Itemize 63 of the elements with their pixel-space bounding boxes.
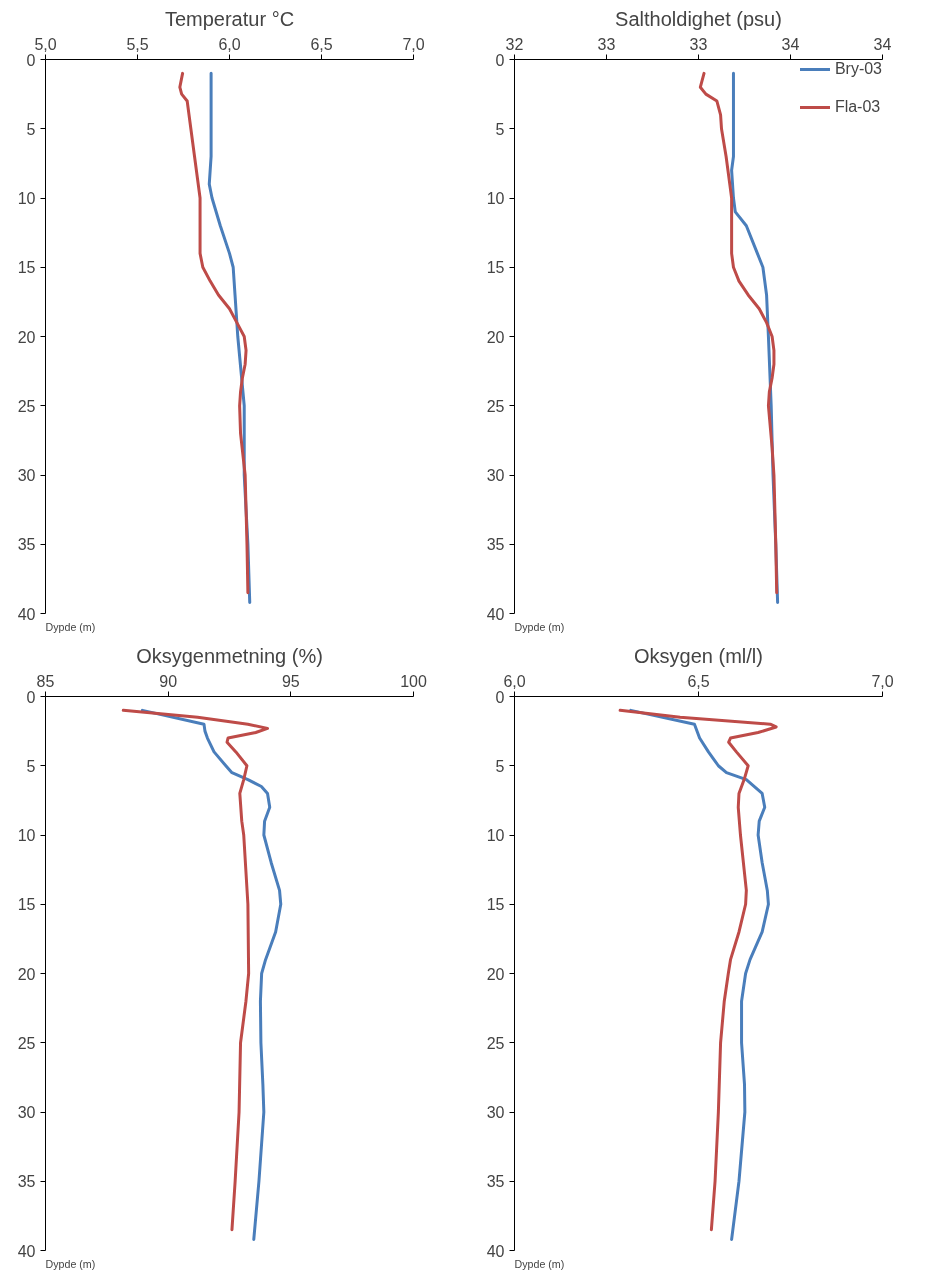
y-tick-label: 15 [486,259,505,277]
x-tick-label: 32 [505,35,524,53]
y-tick-label: 5 [26,120,36,138]
y-tick-label: 25 [486,1034,505,1052]
legend-label: Fla-03 [834,98,881,116]
x-tick-label: 7,0 [402,35,425,53]
y-tick-label: 40 [17,1242,36,1260]
y-tick-label: 35 [486,1173,505,1191]
x-tick-label: 34 [873,35,892,53]
x-tick-label: 5,0 [34,35,57,53]
y-tick-label: 0 [495,688,505,706]
y-tick-label: 0 [495,51,505,69]
text: Dypde (m) [514,1257,565,1270]
y-tick-label: 20 [17,965,36,983]
text: Dypde (m) [45,1257,96,1270]
y-tick-label: 5 [495,120,505,138]
x-tick-label: 7,0 [871,672,894,690]
y-tick-label: 25 [17,397,36,415]
chart-title: Oksygen (ml/l) [634,644,763,667]
x-tick-label: 95 [281,672,300,690]
x-tick-label: 5,5 [126,35,149,53]
y-tick-label: 35 [17,536,36,554]
x-tick-label: 6,0 [218,35,241,53]
y-tick-label: 10 [486,190,505,207]
y-tick-label: 30 [17,467,36,484]
x-tick-label: 34 [781,35,800,53]
y-tick-label: 20 [486,965,505,983]
y-tick-label: 40 [17,605,36,623]
text: Dypde (m) [514,620,565,633]
y-tick-label: 20 [486,328,505,346]
x-tick-label: 6,5 [687,672,710,690]
y-tick-label: 30 [486,1104,505,1121]
y-tick-label: 10 [17,827,36,844]
chart-title: Temperatur °C [164,7,295,30]
legend-label: Bry-03 [834,60,882,78]
y-tick-label: 5 [26,757,36,775]
y-tick-label: 30 [17,1104,36,1121]
chart-title: Saltholdighet (psu) [615,7,782,30]
y-tick-label: 15 [17,259,36,277]
x-tick-label: 6,0 [503,672,526,690]
y-tick-label: 20 [17,328,36,346]
x-tick-label: 33 [597,35,616,53]
y-tick-label: 40 [486,1242,505,1260]
x-tick-label: 85 [36,672,55,690]
x-tick-label: 33 [689,35,708,53]
y-tick-label: 0 [26,688,36,706]
text: Dypde (m) [45,620,96,633]
x-tick-label: 6,5 [310,35,333,53]
y-tick-label: 40 [486,605,505,623]
y-tick-label: 30 [486,467,505,484]
chart-title: Oksygenmetning (%) [136,644,323,667]
y-tick-label: 5 [495,757,505,775]
y-tick-label: 10 [486,827,505,844]
y-tick-label: 25 [17,1034,36,1052]
y-tick-label: 15 [17,896,36,914]
x-tick-label: 100 [400,672,427,690]
y-tick-label: 15 [486,896,505,914]
y-tick-label: 35 [17,1173,36,1191]
y-tick-label: 0 [26,51,36,69]
x-tick-label: 90 [159,672,178,690]
y-tick-label: 25 [486,397,505,415]
y-tick-label: 35 [486,536,505,554]
y-tick-label: 10 [17,190,36,207]
